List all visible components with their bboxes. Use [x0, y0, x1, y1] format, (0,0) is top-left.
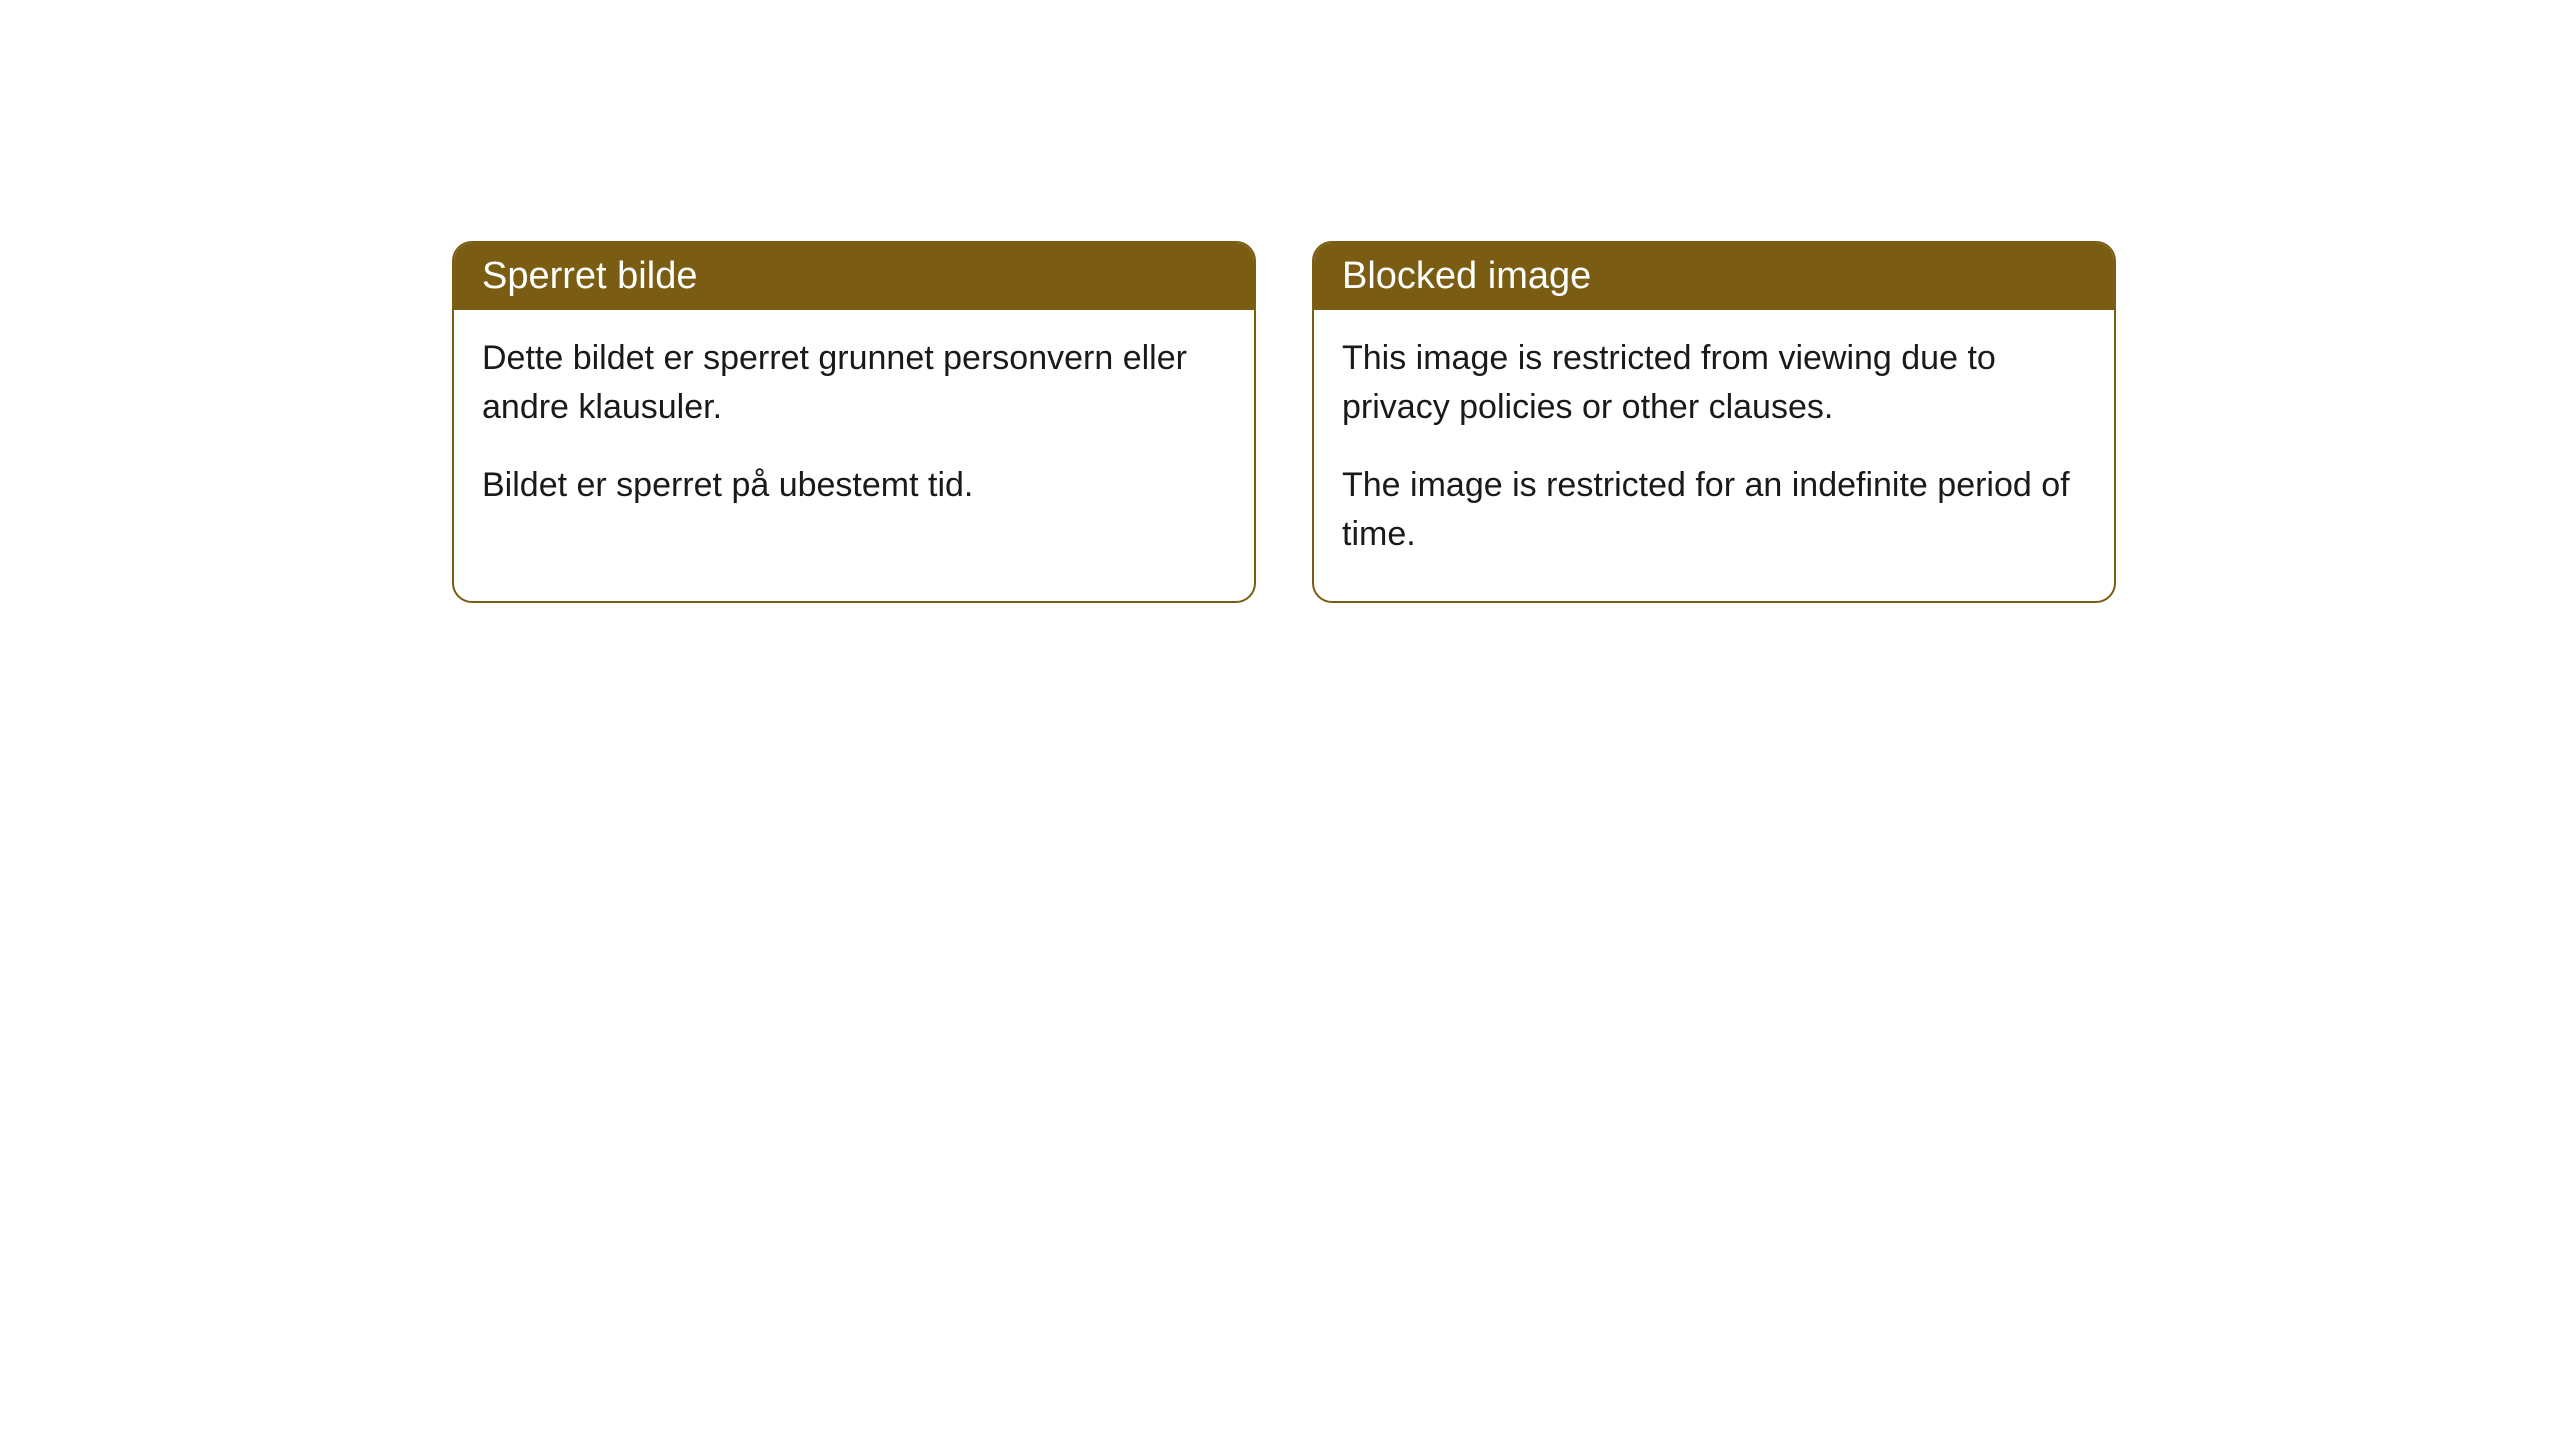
notice-cards-container: Sperret bilde Dette bildet er sperret gr… — [452, 241, 2116, 603]
card-text-english-2: The image is restricted for an indefinit… — [1342, 461, 2086, 560]
card-body-norwegian: Dette bildet er sperret grunnet personve… — [454, 310, 1254, 552]
blocked-image-card-norwegian: Sperret bilde Dette bildet er sperret gr… — [452, 241, 1256, 603]
card-body-english: This image is restricted from viewing du… — [1314, 310, 2114, 601]
card-text-norwegian-2: Bildet er sperret på ubestemt tid. — [482, 461, 1226, 510]
blocked-image-card-english: Blocked image This image is restricted f… — [1312, 241, 2116, 603]
card-header-english: Blocked image — [1314, 243, 2114, 310]
card-header-norwegian: Sperret bilde — [454, 243, 1254, 310]
card-text-english-1: This image is restricted from viewing du… — [1342, 334, 2086, 433]
card-text-norwegian-1: Dette bildet er sperret grunnet personve… — [482, 334, 1226, 433]
